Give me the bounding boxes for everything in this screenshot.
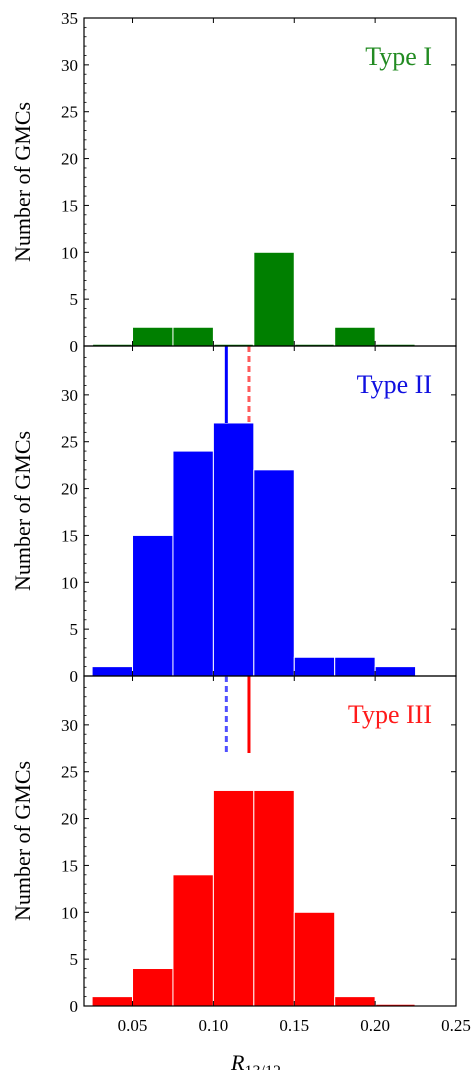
y-axis-label: Number of GMCs xyxy=(10,102,35,262)
histogram-bar xyxy=(172,874,214,1007)
y-tick-label: 15 xyxy=(61,526,78,545)
y-tick-label: 5 xyxy=(70,290,79,309)
histogram-bar xyxy=(91,666,134,677)
panel-1: 0 5 10 15 20 25 30 35 Number of GMCs Type I xyxy=(10,9,457,356)
y-tick-label: 10 xyxy=(61,903,78,922)
y-tick-label: 15 xyxy=(61,196,78,215)
x-tick-label: 0.20 xyxy=(360,1016,390,1035)
y-tick-label: 5 xyxy=(70,620,79,639)
y-tick-label: 25 xyxy=(61,103,78,122)
histogram-bar xyxy=(132,968,174,1007)
histogram-bar xyxy=(132,534,174,677)
y-tick-label: 15 xyxy=(61,856,78,875)
histogram-bar xyxy=(172,450,214,677)
y-tick-label: 30 xyxy=(61,716,78,735)
x-axis-label: R13/12 xyxy=(230,1050,281,1070)
y-tick-label: 30 xyxy=(61,56,78,75)
panel-2: 0 5 10 15 20 25 30 Number of GMCs Type II xyxy=(10,345,457,686)
y-tick-label: 25 xyxy=(61,763,78,782)
histogram-bar xyxy=(334,656,376,677)
x-axis-label-sub: 13/12 xyxy=(245,1063,281,1070)
histogram-bar xyxy=(293,911,336,1007)
y-tick-label: 25 xyxy=(61,433,78,452)
histogram-bar xyxy=(212,789,255,1007)
y-tick-label: 10 xyxy=(61,243,78,262)
y-tick-label: 30 xyxy=(61,386,78,405)
y-tick-label: 0 xyxy=(70,997,79,1016)
histogram-bar xyxy=(374,666,417,677)
x-tick-label: 0.15 xyxy=(279,1016,309,1035)
panel-3: 0 5 10 15 20 25 30 Number of GMCs Type III 0.05 0.… xyxy=(10,675,471,1070)
y-tick-label: 35 xyxy=(61,9,78,28)
plot-frame xyxy=(83,675,457,1007)
histogram-bar xyxy=(253,789,295,1007)
x-tick-label: 0.25 xyxy=(441,1016,471,1035)
histogram-bar xyxy=(172,326,214,347)
histogram-bar xyxy=(293,656,336,677)
panel-label: Type I xyxy=(365,42,432,71)
y-tick-label: 20 xyxy=(61,480,78,499)
y-tick-label: 20 xyxy=(61,150,78,169)
histogram-bar xyxy=(253,469,295,677)
y-axis-label: Number of GMCs xyxy=(10,431,35,591)
histogram-bar xyxy=(334,996,376,1007)
y-tick-label: 5 xyxy=(70,950,79,969)
panel-label: Type III xyxy=(348,700,432,729)
x-tick-label: 0.05 xyxy=(118,1016,148,1035)
y-tick-label: 0 xyxy=(70,667,79,686)
histogram-bar xyxy=(253,251,295,347)
x-axis-label-main: R xyxy=(230,1050,245,1070)
y-tick-label: 10 xyxy=(61,573,78,592)
histogram-bar xyxy=(334,326,376,347)
y-axis-label: Number of GMCs xyxy=(10,761,35,921)
histogram-bar xyxy=(132,326,174,347)
y-tick-label: 20 xyxy=(61,810,78,829)
panel-label: Type II xyxy=(357,370,432,399)
histogram-bar xyxy=(212,422,255,677)
x-tick-label: 0.10 xyxy=(199,1016,229,1035)
histogram-bar xyxy=(91,996,134,1007)
y-tick-label: 0 xyxy=(70,337,79,356)
